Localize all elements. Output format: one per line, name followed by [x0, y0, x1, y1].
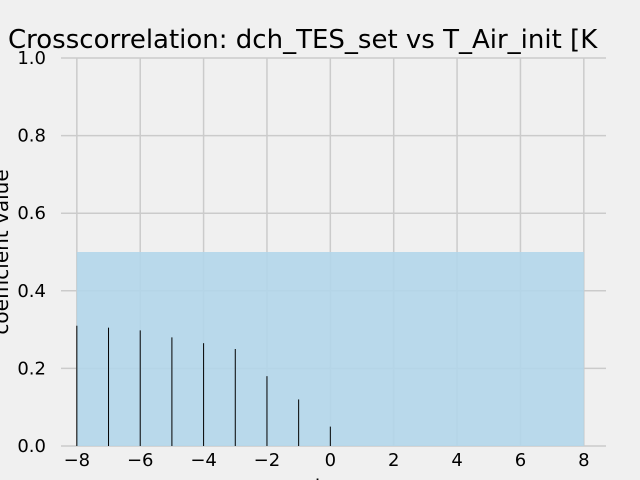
x-tick-label: −2	[254, 450, 281, 471]
y-tick-label: 0.8	[17, 126, 46, 147]
y-tick-label: 0.4	[17, 281, 46, 302]
x-tick-label: −8	[64, 450, 91, 471]
y-axis-label: coefficient value	[0, 169, 13, 334]
x-axis-label: lag	[315, 475, 346, 480]
y-tick-labels: 0.0 0.2 0.4 0.6 0.8 1.0	[17, 48, 46, 457]
x-tick-label: 2	[388, 450, 399, 471]
y-tick-label: 0.0	[17, 436, 46, 457]
x-tick-labels: −8 −6 −4 −2 0 2 4 6 8	[64, 450, 590, 471]
chart-title: Crosscorrelation: dch_TES_set vs T_Air_i…	[8, 25, 598, 55]
y-tick-label: 1.0	[17, 48, 46, 69]
x-tick-label: 6	[515, 450, 526, 471]
x-tick-label: 8	[578, 450, 589, 471]
x-tick-label: −4	[190, 450, 217, 471]
y-tick-label: 0.2	[17, 358, 46, 379]
threshold-band	[76, 252, 584, 446]
bars	[76, 325, 331, 446]
x-tick-label: −6	[127, 450, 154, 471]
x-tick-label: 4	[451, 450, 462, 471]
x-tick-label: 0	[325, 450, 336, 471]
y-tick-label: 0.6	[17, 203, 46, 224]
